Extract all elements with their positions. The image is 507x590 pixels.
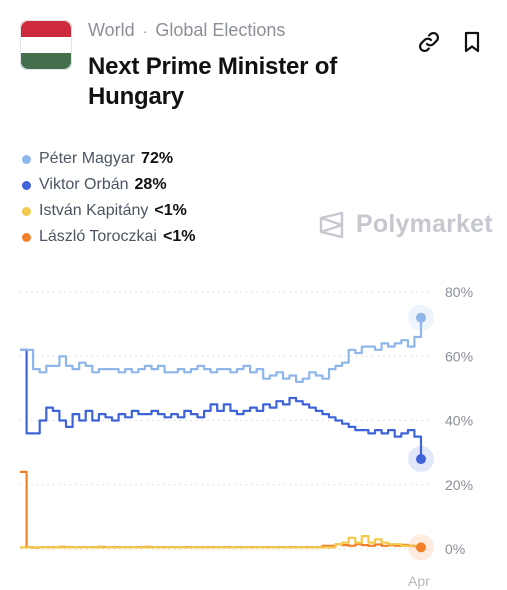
breadcrumb-separator: ·	[142, 22, 148, 39]
copy-link-button[interactable]	[416, 29, 442, 55]
bookmark-button[interactable]	[459, 29, 485, 55]
polymarket-watermark: Polymarket	[318, 210, 493, 239]
legend-label: Viktor Orbán	[39, 176, 129, 193]
legend-label: László Toroczkai	[39, 228, 157, 245]
series-end-marker	[416, 454, 426, 465]
watermark-text: Polymarket	[356, 210, 493, 238]
breadcrumb-global-elections[interactable]: Global Elections	[155, 20, 286, 40]
flag-stripe-green	[20, 53, 72, 70]
legend-dot	[22, 154, 31, 164]
y-tick-label: 0%	[445, 541, 465, 557]
legend-value: <1%	[154, 202, 187, 219]
series-line	[20, 317, 423, 383]
x-tick-label: Apr	[408, 573, 430, 589]
legend-value: <1%	[162, 228, 196, 245]
series-end-marker	[416, 542, 426, 553]
y-tick-label: 40%	[445, 413, 473, 429]
legend-label: Péter Magyar	[39, 150, 136, 167]
series-line	[20, 348, 423, 460]
bookmark-icon	[464, 31, 480, 53]
y-tick-label: 60%	[445, 348, 473, 364]
link-icon	[418, 31, 440, 53]
legend-item-peter-magyar[interactable]: Péter Magyar 72%	[22, 146, 195, 172]
series-line	[20, 535, 423, 549]
chart-legend: Péter Magyar 72% Viktor Orbán 28% István…	[22, 146, 195, 250]
legend-dot	[22, 180, 31, 190]
legend-item-laszlo-toroczkai[interactable]: László Toroczkai <1%	[22, 224, 195, 250]
polymarket-logo-icon	[319, 211, 344, 238]
legend-value: 72%	[141, 150, 174, 167]
legend-dot	[22, 206, 31, 216]
flag-stripe-red	[20, 20, 72, 37]
legend-item-istvan-kapitany[interactable]: István Kapitány <1%	[22, 198, 195, 224]
legend-value: 28%	[134, 176, 167, 193]
legend-item-viktor-orban[interactable]: Viktor Orbán 28%	[22, 172, 195, 198]
page-title: Next Prime Minister of Hungary	[88, 53, 337, 110]
hungary-flag-icon	[20, 20, 72, 70]
series-end-marker	[416, 312, 426, 323]
breadcrumb: World · Global Elections	[88, 20, 285, 41]
breadcrumb-world[interactable]: World	[88, 20, 135, 40]
legend-dot	[22, 232, 31, 242]
legend-label: István Kapitány	[39, 202, 149, 219]
y-tick-label: 80%	[445, 284, 473, 300]
y-tick-label: 20%	[445, 477, 473, 493]
flag-stripe-white	[20, 37, 72, 53]
